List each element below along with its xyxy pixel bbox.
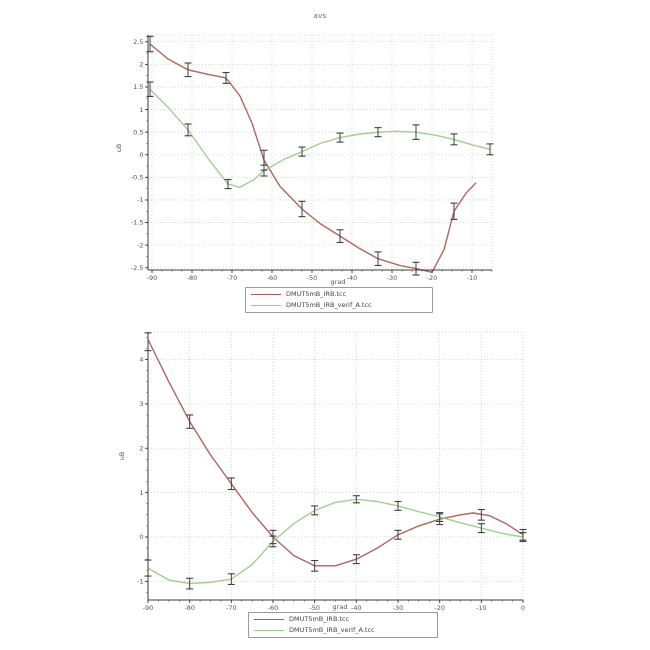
svg-text:-90: -90 [147, 274, 158, 282]
svg-text:1: 1 [139, 489, 143, 497]
svg-text:1: 1 [139, 106, 143, 114]
svg-text:-70: -70 [227, 274, 238, 282]
svg-text:-30: -30 [387, 274, 398, 282]
legend-entry: DMUT5mB_IRB.tcc [251, 290, 427, 299]
legend-label: DMUT5mB_IRB.tcc [286, 290, 347, 298]
bottom-chart-xlabel: grad [332, 603, 348, 611]
legend-label: DMUT5mB_IRB_verif_A.tcc [286, 301, 372, 309]
svg-text:0.5: 0.5 [133, 128, 143, 136]
svg-text:-1: -1 [137, 578, 143, 586]
svg-text:0: 0 [521, 604, 525, 612]
green-line-sample [254, 630, 284, 631]
svg-text:2.5: 2.5 [133, 38, 143, 46]
svg-text:-20: -20 [434, 604, 445, 612]
svg-text:-40: -40 [351, 604, 362, 612]
svg-text:2: 2 [139, 444, 143, 452]
svg-text:0: 0 [139, 533, 143, 541]
svg-text:-2.5: -2.5 [131, 264, 144, 272]
red-line-sample [254, 619, 284, 620]
svg-text:4: 4 [139, 356, 143, 364]
legend-entry: DMUT5mB_IRB_verif_A.tcc [251, 301, 427, 310]
legend-label: DMUT5mB_IRB.tcc [289, 615, 350, 623]
svg-text:0: 0 [139, 151, 143, 159]
bottom-chart-plot: -90 -80 -70 -60 -50 -40 -30 -20 -10 0 4 3 2 1 0 -1 [137, 331, 527, 612]
svg-text:-60: -60 [268, 604, 279, 612]
svg-text:3: 3 [139, 400, 143, 408]
legend-entry: DMUT5mB_IRB.tcc [254, 615, 432, 624]
svg-text:-50: -50 [309, 604, 320, 612]
top-chart-legend: DMUT5mB_IRB.tcc DMUT5mB_IRB_verif_A.tcc [245, 287, 433, 313]
svg-text:-10: -10 [467, 274, 478, 282]
legend-entry: DMUT5mB_IRB_verif_A.tcc [254, 626, 432, 635]
svg-text:-2: -2 [137, 241, 143, 249]
svg-text:-60: -60 [267, 274, 278, 282]
svg-text:-50: -50 [307, 274, 318, 282]
svg-text:-1.5: -1.5 [131, 219, 144, 227]
svg-text:-1: -1 [137, 196, 143, 204]
svg-text:-0.5: -0.5 [131, 174, 144, 182]
svg-text:-80: -80 [187, 274, 198, 282]
top-chart-title: avs [313, 12, 327, 20]
top-chart-xlabel: grad [330, 278, 346, 286]
svg-text:-30: -30 [393, 604, 404, 612]
svg-text:-20: -20 [427, 274, 438, 282]
svg-text:1.5: 1.5 [133, 83, 143, 91]
svg-text:-70: -70 [226, 604, 237, 612]
legend-label: DMUT5mB_IRB_verif_A.tcc [289, 626, 375, 634]
red-line-sample [251, 294, 281, 295]
bottom-chart-legend: DMUT5mB_IRB.tcc DMUT5mB_IRB_verif_A.tcc [248, 612, 438, 638]
svg-text:-80: -80 [184, 604, 195, 612]
svg-text:-40: -40 [347, 274, 358, 282]
svg-text:2: 2 [139, 61, 143, 69]
svg-text:-10: -10 [476, 604, 487, 612]
svg-text:-90: -90 [143, 604, 154, 612]
top-chart-plot: -90 -80 -70 -60 -50 -40 -30 -20 -10 2.5 2 1.5 1 0.5 0 -… [131, 34, 494, 282]
green-line-sample [251, 305, 281, 306]
